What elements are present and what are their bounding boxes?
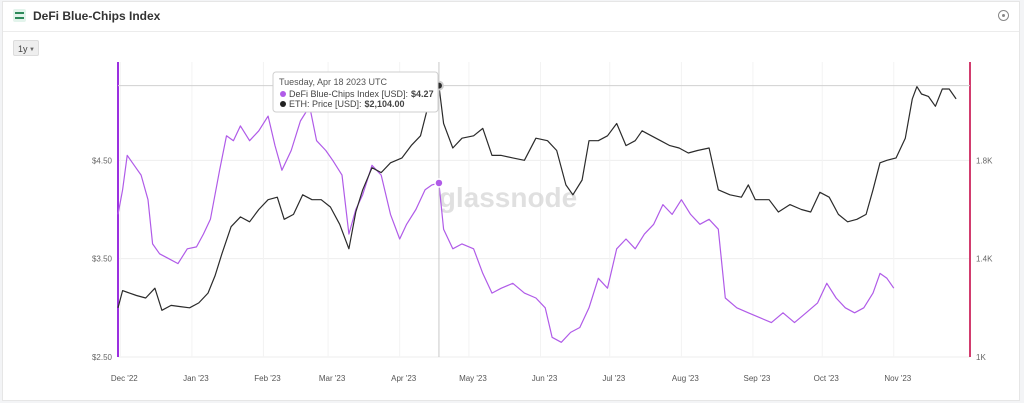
settings-icon[interactable] — [998, 10, 1009, 21]
x-tick-label: Nov '23 — [884, 374, 911, 383]
x-tick-label: Mar '23 — [319, 374, 346, 383]
x-tick-label: Jan '23 — [183, 374, 209, 383]
tooltip-dot-eth — [280, 101, 286, 107]
tooltip-label-index: DeFi Blue-Chips Index [USD]: — [289, 89, 408, 99]
tooltip-dot-index — [280, 91, 286, 97]
tooltip-box — [272, 71, 439, 113]
axes: $2.50 $3.50 $4.50 1K 1.4K 1.8K Dec '22 Jan '23 F… — [92, 62, 993, 383]
tooltip-value-eth: $2,104.00 — [365, 99, 405, 109]
hover-layer — [118, 62, 970, 357]
chevron-down-icon: ▼ — [29, 47, 35, 53]
x-tick-label: Sep '23 — [744, 374, 771, 383]
y-left-tick-label: $2.50 — [92, 353, 113, 362]
y-left-tick-label: $4.50 — [92, 156, 113, 165]
tooltip-label-eth: ETH: Price [USD]: — [289, 99, 362, 109]
y-right-tick-label: 1.8K — [976, 156, 993, 165]
chart-header: DeFi Blue-Chips Index — [3, 2, 1019, 32]
svg-text:ETH: Price [USD]:$2,104.00: ETH: Price [USD]: $2,104.00 — [289, 99, 405, 109]
chart-title: DeFi Blue-Chips Index — [33, 9, 161, 23]
range-dropdown[interactable]: 1y ▼ — [13, 40, 39, 56]
tooltip: Tuesday, Apr 18 2023 UTC DeFi Blue-Chips… — [272, 71, 439, 113]
x-tick-label: Apr '23 — [391, 374, 417, 383]
range-label: 1y — [18, 44, 28, 54]
index-series-line — [117, 105, 895, 343]
x-tick-label: Jun '23 — [532, 374, 558, 383]
watermark: glassnode — [439, 182, 577, 213]
grid — [118, 62, 970, 358]
series-lines — [117, 85, 957, 343]
x-tick-label: Aug '23 — [672, 374, 699, 383]
tooltip-value-index: $4.27 — [411, 89, 434, 99]
x-tick-label: May '23 — [459, 374, 487, 383]
svg-text:DeFi Blue-Chips Index [USD]:$4: DeFi Blue-Chips Index [USD]: $4.27 — [289, 89, 434, 99]
tooltip-date: Tuesday, Apr 18 2023 UTC — [279, 77, 388, 87]
x-tick-label: Dec '22 — [111, 374, 138, 383]
y-right-tick-label: 1K — [976, 353, 986, 362]
y-right-tick-label: 1.4K — [976, 255, 993, 264]
index-logo-icon — [13, 9, 26, 22]
x-tick-label: Jul '23 — [602, 374, 625, 383]
y-left-tick-label: $3.50 — [92, 255, 113, 264]
x-tick-label: Oct '23 — [814, 374, 840, 383]
eth-series-line — [117, 85, 957, 311]
hover-marker-index — [434, 178, 444, 188]
x-tick-label: Feb '23 — [254, 374, 281, 383]
